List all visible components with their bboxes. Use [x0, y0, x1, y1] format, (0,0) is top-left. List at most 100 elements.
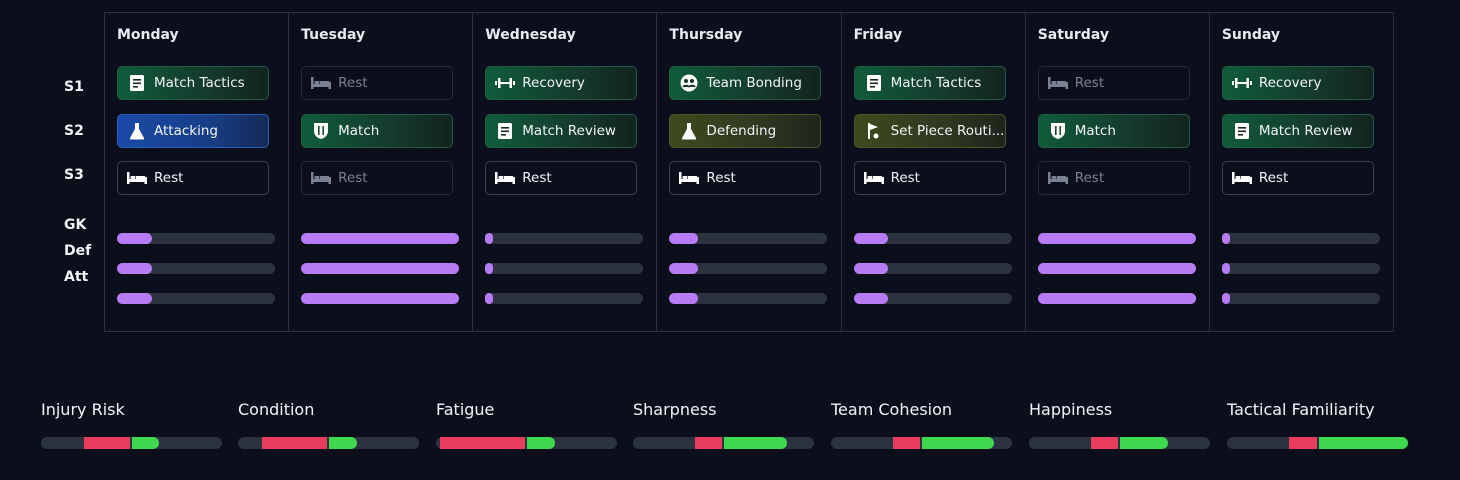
- session-slot-s2[interactable]: Match Review: [1221, 114, 1374, 148]
- session-slot-s1[interactable]: Team Bonding: [669, 66, 822, 100]
- intensity-fill: [1037, 263, 1196, 274]
- document-icon: [127, 73, 147, 93]
- session-label: Recovery: [522, 75, 585, 91]
- document-icon: [1232, 121, 1252, 141]
- row-label-gk: GK: [64, 217, 87, 233]
- session-label: Rest: [522, 170, 552, 186]
- day-name: Friday: [853, 27, 903, 43]
- session-slot-s1[interactable]: Match Tactics: [853, 66, 1006, 100]
- metric-fatigue: Fatigue: [436, 400, 617, 449]
- day-name: Monday: [117, 27, 179, 43]
- session-label: Set Piece Routi...: [890, 123, 1005, 139]
- intensity-fill: [1221, 263, 1230, 274]
- day-name: Wednesday: [485, 27, 576, 43]
- flask-icon: [679, 121, 699, 141]
- intensity-bar-gk: [669, 233, 828, 244]
- bed-icon: [1047, 168, 1068, 188]
- intensity-fill: [301, 233, 460, 244]
- session-label: Match: [338, 123, 380, 139]
- intensity-fill: [669, 263, 698, 274]
- document-icon: [495, 121, 515, 141]
- metric-risk-range: [439, 437, 525, 449]
- intensity-fill: [117, 263, 152, 274]
- intensity-fill: [485, 233, 494, 244]
- set-piece-icon: [864, 121, 884, 141]
- metric-risk-range: [1288, 437, 1318, 449]
- intensity-bar-def: [301, 263, 460, 274]
- day-column: Saturday Rest Match Rest: [1026, 13, 1210, 331]
- session-slot-s2[interactable]: Match: [301, 114, 454, 148]
- intensity-bar-att: [669, 293, 828, 304]
- metric-ok-range: [526, 437, 556, 449]
- session-slot-s1[interactable]: Recovery: [1221, 66, 1374, 100]
- session-slot-s3[interactable]: Rest: [485, 161, 638, 195]
- intensity-fill: [669, 233, 698, 244]
- session-label: Rest: [706, 170, 736, 186]
- day-column: Monday Match Tactics Attacking Rest: [105, 13, 290, 331]
- session-slot-s2[interactable]: Set Piece Routi...: [853, 114, 1006, 148]
- intensity-bar-gk: [117, 233, 275, 244]
- intensity-fill: [117, 233, 152, 244]
- session-slot-s1[interactable]: Rest: [301, 66, 454, 100]
- session-label: Match Tactics: [890, 75, 982, 91]
- session-label: Rest: [1074, 170, 1105, 186]
- intensity-fill: [853, 233, 889, 244]
- intensity-bar-gk: [1037, 233, 1196, 244]
- group-icon: [679, 73, 699, 93]
- metric-range-bar: [41, 437, 222, 449]
- day-name: Sunday: [1221, 27, 1281, 43]
- bed-icon: [311, 168, 332, 188]
- session-slot-s2[interactable]: Defending: [669, 114, 822, 148]
- metric-ok-range: [1319, 437, 1408, 449]
- bed-icon: [495, 168, 516, 188]
- bed-icon: [679, 168, 700, 188]
- session-slot-s2[interactable]: Attacking: [117, 114, 269, 148]
- metric-name: Sharpness: [633, 400, 717, 419]
- session-label: Match Review: [522, 123, 616, 139]
- session-slot-s1[interactable]: Recovery: [485, 66, 638, 100]
- session-slot-s3[interactable]: Rest: [669, 161, 822, 195]
- intensity-bar-def: [1037, 263, 1196, 274]
- day-column: Wednesday Recovery Match Review Rest: [473, 13, 658, 331]
- metric-ok-range: [723, 437, 787, 449]
- day-column: Tuesday Rest Match Rest: [289, 13, 474, 331]
- session-slot-s1[interactable]: Match Tactics: [117, 66, 269, 100]
- session-label: Team Bonding: [706, 75, 802, 91]
- intensity-fill: [485, 263, 494, 274]
- session-slot-s3[interactable]: Rest: [301, 161, 454, 195]
- session-slot-s2[interactable]: Match: [1037, 114, 1190, 148]
- metric-range-bar: [633, 437, 814, 449]
- intensity-bar-def: [853, 263, 1012, 274]
- metric-range-bar: [1029, 437, 1210, 449]
- flask-icon: [127, 121, 147, 141]
- metric-name: Happiness: [1029, 400, 1113, 419]
- intensity-bar-att: [301, 293, 460, 304]
- metric-risk-range: [694, 437, 722, 449]
- session-slot-s2[interactable]: Match Review: [485, 114, 638, 148]
- session-slot-s3[interactable]: Rest: [1221, 161, 1374, 195]
- metric-team-cohesion: Team Cohesion: [831, 400, 1012, 449]
- metric-range-bar: [238, 437, 419, 449]
- session-label: Rest: [338, 75, 368, 91]
- session-slot-s3[interactable]: Rest: [1037, 161, 1190, 195]
- intensity-bar-def: [117, 263, 275, 274]
- session-label: Defending: [706, 123, 777, 139]
- metric-risk-range: [1090, 437, 1118, 449]
- dumbbell-icon: [495, 73, 516, 93]
- session-slot-s3[interactable]: Rest: [853, 161, 1006, 195]
- day-name: Thursday: [669, 27, 743, 43]
- metric-range-bar: [1227, 437, 1408, 449]
- bed-icon: [1231, 168, 1252, 188]
- shield-icon: [311, 121, 331, 141]
- session-slot-s3[interactable]: Rest: [117, 161, 269, 195]
- metric-risk-range: [261, 437, 327, 449]
- intensity-fill: [1221, 293, 1230, 304]
- weekly-schedule-grid: Monday Match Tactics Attacking Rest Tuesday R…: [104, 12, 1394, 332]
- session-slot-s1[interactable]: Rest: [1037, 66, 1190, 100]
- session-label: Rest: [154, 170, 184, 186]
- metric-tactical-familiarity: Tactical Familiarity: [1227, 400, 1408, 449]
- shield-icon: [1048, 121, 1068, 141]
- dumbbell-icon: [1231, 73, 1252, 93]
- bed-icon: [311, 73, 332, 93]
- metric-ok-range: [131, 437, 159, 449]
